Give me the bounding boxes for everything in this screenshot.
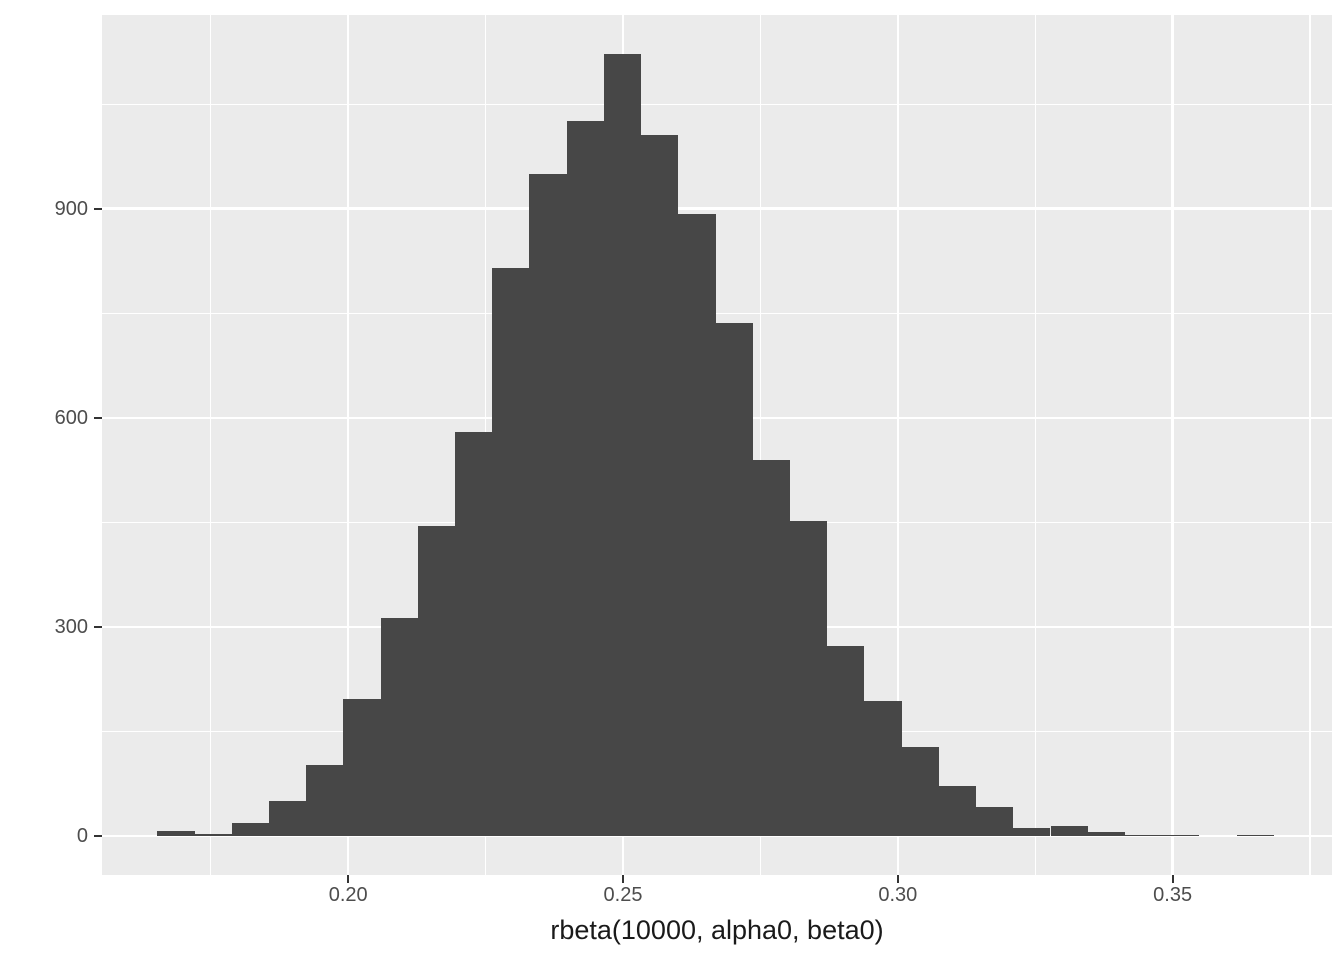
histogram-bar <box>678 213 716 836</box>
histogram-bar <box>455 431 493 836</box>
x-axis-tick-mark <box>347 875 350 883</box>
histogram-bar <box>976 807 1014 836</box>
histogram-bar <box>1050 825 1088 836</box>
gridline-minor-y <box>102 103 1332 105</box>
gridline-minor-x <box>210 15 212 875</box>
histogram-bar <box>492 267 530 836</box>
histogram-bar <box>1013 827 1051 836</box>
x-axis-tick-mark <box>1171 875 1174 883</box>
histogram-bar <box>827 645 865 836</box>
histogram-bar <box>529 173 567 836</box>
gridline-major-y <box>102 834 1332 838</box>
x-tick-label: 0.20 <box>328 884 368 906</box>
gridline-minor-x <box>759 15 761 875</box>
histogram-bar <box>1087 831 1125 836</box>
histogram-bar <box>380 617 418 836</box>
gridline-minor-x <box>1034 15 1036 875</box>
histogram-bar <box>306 764 344 836</box>
histogram-bar <box>938 785 977 836</box>
histogram-bar <box>1162 834 1200 836</box>
histogram-bar <box>417 525 456 836</box>
histogram-bar <box>343 698 381 836</box>
x-axis-tick-mark <box>621 875 625 883</box>
histogram-bar <box>157 831 195 836</box>
histogram-bar <box>1236 834 1274 836</box>
histogram-bar <box>752 460 790 836</box>
x-axis-tick-mark <box>896 875 899 883</box>
histogram-bar <box>789 520 828 836</box>
y-axis-tick-mark <box>93 207 102 210</box>
histogram-bar <box>194 833 232 836</box>
gridline-minor-x <box>1309 15 1311 875</box>
y-axis-tick-mark <box>93 416 102 419</box>
x-tick-label: 0.35 <box>1153 884 1193 906</box>
x-tick-label: 0.25 <box>603 884 643 906</box>
x-axis-title: rbeta(10000, alpha0, beta0) <box>550 915 884 945</box>
plot-panel <box>102 15 1332 875</box>
y-tick-label: 300 <box>54 615 88 638</box>
y-tick-label: 0 <box>76 824 88 847</box>
gridline-major-x <box>1171 15 1174 875</box>
histogram-bar <box>603 54 642 836</box>
y-tick-label: 900 <box>54 197 88 220</box>
y-tick-label: 600 <box>54 406 88 429</box>
histogram-bar <box>566 120 604 836</box>
y-axis-tick-mark <box>93 834 102 838</box>
histogram-bar <box>901 747 939 836</box>
histogram-bar <box>231 822 269 836</box>
gridline-major-y <box>102 207 1332 210</box>
gridline-minor-y <box>102 312 1332 314</box>
gridline-major-x <box>896 15 900 875</box>
histogram-bar <box>268 801 307 836</box>
gridline-major-x <box>346 15 350 875</box>
x-tick-label: 0.30 <box>878 884 918 906</box>
histogram-bar <box>641 134 679 836</box>
histogram-bar <box>1124 834 1163 836</box>
histogram-bar <box>715 323 753 836</box>
histogram-bar <box>864 701 902 836</box>
y-axis-tick-mark <box>93 625 102 628</box>
